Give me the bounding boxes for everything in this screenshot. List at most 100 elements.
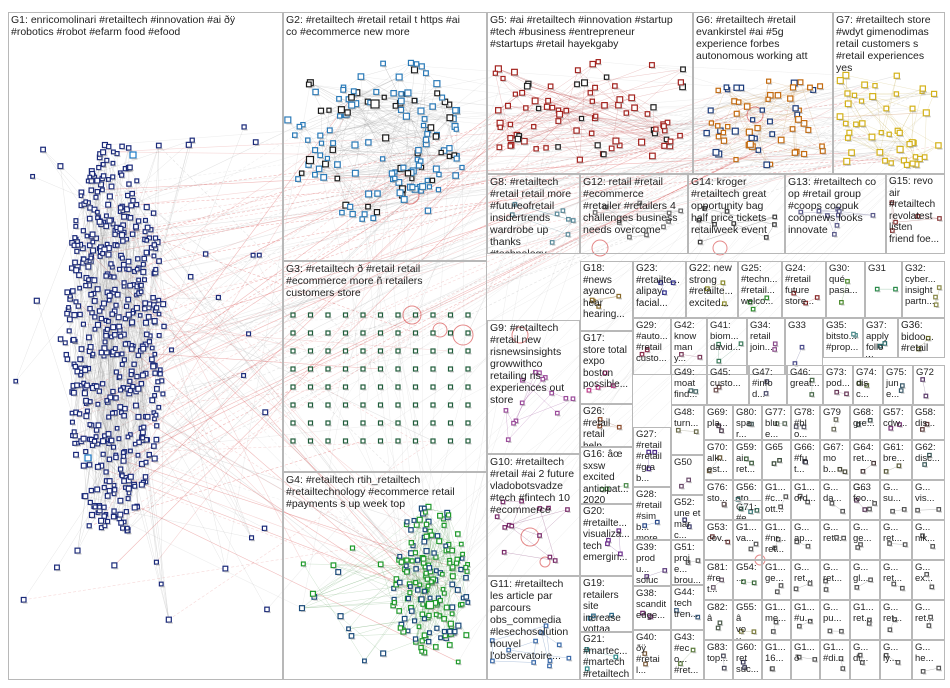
group-label: G69: pla... [707, 407, 728, 429]
edge [99, 101, 735, 392]
group-label: G27: #retail #retail #grab... [636, 429, 662, 484]
group-box-g68: G68: gre... [850, 405, 880, 440]
edge [97, 466, 400, 583]
group-label: G1... me... [765, 602, 787, 624]
group-box-gg4: G... ap... [791, 520, 820, 560]
edge [319, 168, 403, 189]
edge [424, 529, 441, 601]
edge [405, 560, 428, 590]
group-box-g80: G80: spar... [733, 405, 762, 440]
group-label: G31 [868, 263, 886, 274]
group-box-g76: G76: sto... [704, 480, 733, 520]
group-box-g14: G14: kroger #retailtech great opportunit… [688, 174, 785, 254]
edge [155, 310, 446, 547]
group-box-g53: G53: cov... [704, 520, 733, 560]
group-box-gg28: G... da... [820, 480, 850, 520]
group-label: G79 [823, 407, 841, 418]
group-label: G83: top... [707, 642, 729, 664]
edge [314, 103, 401, 175]
edge [99, 397, 117, 511]
edge [160, 326, 165, 585]
group-box-g20: G20: #retailte... visualiza... tech emer… [580, 504, 633, 576]
group-box-g48: G48: turn... [671, 405, 704, 455]
group-label: G... ap... [794, 522, 813, 544]
group-label: G... ret... [883, 602, 903, 624]
edge [94, 314, 434, 330]
edge [157, 242, 165, 327]
group-box-g45: G45: custo... [707, 365, 749, 405]
group-box-g61: G61: bre... [880, 440, 912, 480]
group-box-gg22: G1... 16... [762, 640, 791, 680]
edge [352, 547, 416, 583]
edge [156, 439, 408, 523]
edge [75, 270, 124, 453]
group-label: G1... ge... [765, 562, 786, 584]
edge [266, 90, 719, 610]
group-box-gg7: G... ret... [880, 520, 912, 560]
edge [400, 103, 457, 130]
edge [119, 329, 252, 538]
edge [73, 96, 873, 387]
edge [101, 178, 304, 565]
group-box-g11: G11: #retailtech les article par parcour… [487, 576, 580, 680]
group-box-g26: G26: #retail retail help... [580, 404, 633, 447]
edge [301, 597, 439, 609]
group-box-g75: G75: june... [883, 365, 913, 405]
edge [168, 440, 434, 620]
edge [123, 440, 434, 453]
edge [382, 63, 440, 175]
group-label: G... ge... [853, 522, 872, 544]
edge [91, 439, 100, 506]
group-box-g52: G52: une et marc... [671, 495, 704, 540]
edge [417, 541, 425, 591]
edge [287, 119, 351, 208]
edge [498, 68, 667, 140]
group-box-gg18: G1... ret... [850, 600, 880, 640]
edge [111, 123, 846, 441]
edge [320, 129, 429, 156]
edge [73, 236, 92, 340]
edge [129, 92, 523, 382]
edge [109, 196, 441, 516]
edge [384, 97, 456, 111]
group-label: G... su... [883, 482, 901, 504]
group-box-gg26: G... ly... [880, 640, 912, 680]
group-box-g13: G13: #retailtech co op #retail group #co… [785, 174, 886, 254]
edge [158, 145, 399, 388]
group-box-g22: G22: new strong #retailte... excited... [686, 261, 738, 318]
edge [105, 160, 108, 473]
group-box-g19: G19: retailers site increase yottaa ... [580, 576, 633, 632]
edge [141, 145, 160, 441]
edge [424, 529, 461, 606]
edge [80, 314, 451, 376]
group-box-gg23: G1... ð [791, 640, 820, 680]
edge [80, 374, 458, 591]
edge [364, 150, 445, 215]
edge [72, 400, 153, 436]
group-box-g1: G1: enricomolinari #retailtech #innovati… [8, 12, 283, 680]
edge [106, 75, 897, 277]
edge [99, 256, 120, 439]
group-box-gg13: G1... me... [762, 600, 791, 640]
group-box-g6: G6: #retailtech #retail evankirstel #ai … [693, 12, 833, 174]
group-box-g16: G16: âœ sxsw excited anticipat... 2020 [580, 447, 633, 504]
edge [138, 227, 148, 443]
edge [88, 368, 157, 390]
group-label: G1... ret... [853, 602, 874, 624]
group-label: G40: ðÿ #retail... [636, 632, 660, 676]
group-box-g58: G58: dis... [912, 405, 945, 440]
edge [114, 289, 434, 442]
edge [414, 589, 419, 621]
edge [355, 103, 396, 173]
edge [36, 300, 73, 414]
edge [406, 116, 450, 118]
group-label: G1... ord... [794, 482, 816, 504]
edge [89, 142, 914, 425]
group-label: G44: tech tren... [674, 587, 699, 620]
edge [80, 220, 139, 246]
edge [410, 529, 467, 636]
edge [380, 564, 394, 606]
group-label: G64: ret... [853, 442, 874, 464]
edge [79, 401, 108, 415]
edge [409, 562, 424, 585]
